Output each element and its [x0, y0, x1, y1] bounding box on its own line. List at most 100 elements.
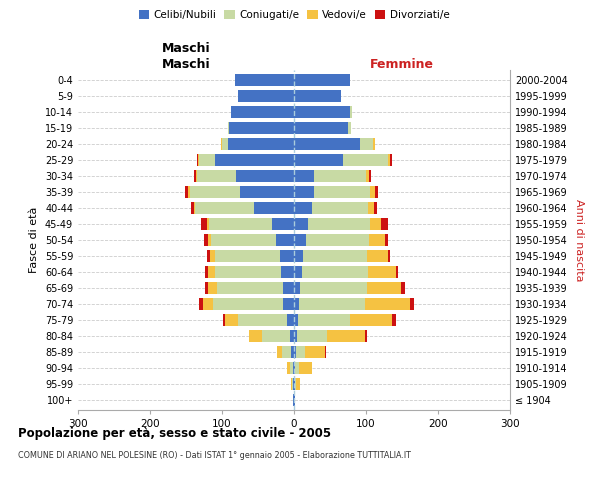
Bar [401, 282, 405, 294]
Bar [305, 234, 369, 246]
Bar [299, 298, 365, 310]
Bar [296, 378, 300, 390]
Bar [248, 330, 250, 342]
Bar [228, 122, 229, 134]
Bar [295, 362, 299, 374]
Bar [308, 218, 370, 230]
Bar [388, 250, 391, 262]
Bar [281, 266, 294, 278]
Text: COMUNE DI ARIANO NEL POLESINE (RO) - Dati ISTAT 1° gennaio 2005 - Elaborazione T: COMUNE DI ARIANO NEL POLESINE (RO) - Dat… [18, 451, 411, 460]
Bar [199, 154, 215, 166]
Text: Maschi: Maschi [161, 42, 211, 54]
Bar [215, 154, 294, 166]
Bar [294, 314, 298, 326]
Bar [290, 362, 293, 374]
Bar [366, 170, 369, 182]
Bar [194, 202, 196, 214]
Bar [370, 186, 374, 198]
Bar [370, 218, 381, 230]
Bar [294, 266, 302, 278]
Bar [385, 234, 388, 246]
Bar [277, 346, 283, 358]
Bar [283, 346, 291, 358]
Bar [294, 138, 360, 150]
Bar [199, 298, 203, 310]
Bar [210, 250, 215, 262]
Bar [293, 394, 294, 406]
Bar [381, 218, 388, 230]
Bar [294, 346, 296, 358]
Bar [197, 154, 199, 166]
Bar [185, 186, 188, 198]
Bar [294, 394, 295, 406]
Bar [294, 74, 350, 86]
Bar [294, 202, 312, 214]
Bar [208, 234, 211, 246]
Bar [299, 362, 312, 374]
Bar [294, 250, 302, 262]
Bar [374, 186, 378, 198]
Bar [225, 314, 238, 326]
Bar [208, 282, 217, 294]
Text: Femmine: Femmine [370, 58, 434, 71]
Bar [294, 90, 341, 102]
Bar [294, 186, 314, 198]
Bar [235, 74, 294, 86]
Bar [368, 202, 374, 214]
Bar [343, 154, 388, 166]
Bar [294, 362, 295, 374]
Bar [301, 282, 367, 294]
Bar [215, 266, 281, 278]
Bar [367, 282, 401, 294]
Legend: Celibi/Nubili, Coniugati/e, Vedovi/e, Divorziati/e: Celibi/Nubili, Coniugati/e, Vedovi/e, Di… [139, 10, 449, 20]
Bar [293, 362, 294, 374]
Bar [283, 298, 294, 310]
Bar [365, 298, 410, 310]
Bar [360, 138, 373, 150]
Bar [276, 234, 294, 246]
Bar [298, 314, 350, 326]
Bar [283, 282, 294, 294]
Bar [294, 330, 297, 342]
Bar [238, 90, 294, 102]
Bar [294, 154, 343, 166]
Bar [223, 314, 225, 326]
Bar [188, 186, 190, 198]
Bar [395, 266, 398, 278]
Bar [207, 218, 209, 230]
Bar [280, 250, 294, 262]
Bar [348, 122, 351, 134]
Bar [190, 186, 240, 198]
Bar [369, 170, 371, 182]
Bar [211, 234, 276, 246]
Bar [392, 314, 395, 326]
Bar [410, 298, 414, 310]
Bar [374, 202, 377, 214]
Bar [222, 138, 228, 150]
Bar [294, 282, 301, 294]
Bar [205, 282, 208, 294]
Bar [207, 250, 210, 262]
Bar [302, 266, 368, 278]
Bar [205, 266, 208, 278]
Bar [230, 106, 294, 118]
Bar [238, 314, 287, 326]
Bar [221, 138, 222, 150]
Bar [388, 154, 391, 166]
Bar [368, 266, 395, 278]
Bar [327, 330, 365, 342]
Text: Maschi: Maschi [161, 58, 211, 71]
Bar [365, 330, 367, 342]
Y-axis label: Anni di nascita: Anni di nascita [574, 198, 584, 281]
Bar [350, 314, 392, 326]
Bar [196, 202, 254, 214]
Bar [212, 298, 283, 310]
Bar [297, 330, 327, 342]
Bar [350, 106, 352, 118]
Y-axis label: Fasce di età: Fasce di età [29, 207, 39, 273]
Bar [196, 170, 197, 182]
Bar [236, 170, 294, 182]
Text: Popolazione per età, sesso e stato civile - 2005: Popolazione per età, sesso e stato civil… [18, 428, 331, 440]
Bar [294, 378, 295, 390]
Bar [294, 234, 305, 246]
